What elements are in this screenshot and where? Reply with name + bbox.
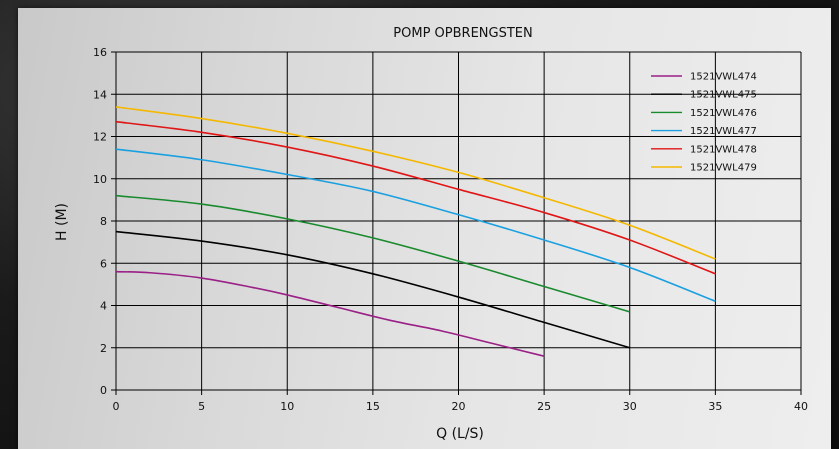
series-line-1521vwl479 [115,106,716,260]
series-line-1521vwl477 [115,148,716,303]
series-line-1521vwl478 [115,120,716,275]
legend-label: 1521VWL479 [690,163,757,174]
x-tick-label: 5 [198,400,205,413]
series-line-1521vwl475 [115,230,630,349]
chart-title: POMP OPBRENGSTEN [393,26,532,41]
y-tick-label: 2 [100,342,107,355]
x-tick-label: 35 [708,400,722,413]
x-tick-label: 20 [452,400,466,413]
x-tick-label: 10 [280,400,294,413]
legend-label: 1521VWL478 [690,144,757,155]
x-tick-label: 0 [113,400,120,413]
x-tick-label: 25 [537,400,551,413]
y-tick-label: 12 [93,131,107,144]
x-tick-label: 30 [623,400,637,413]
y-tick-label: 16 [93,46,107,59]
series-line-1521vwl474 [115,270,545,357]
y-tick-label: 8 [100,215,107,228]
series [115,106,716,357]
y-tick-label: 6 [100,257,107,270]
y-tick-label: 4 [100,300,107,313]
y-tick-label: 10 [93,173,107,186]
x-axis-title: Q (L/S) [436,426,484,442]
chart-panel [18,8,831,449]
x-tick-label: 40 [794,400,808,413]
legend: 1521VWL474 1521VWL475 1521VWL476 1521VWL477… [651,72,757,174]
legend-label: 1521VWL475 [690,90,757,101]
x-tick-label: 15 [366,400,380,413]
legend-label: 1521VWL474 [690,72,757,83]
y-tick-label: 14 [93,88,107,101]
series-line-1521vwl476 [115,194,630,313]
legend-label: 1521VWL477 [690,126,757,137]
grid [116,51,802,390]
legend-label: 1521VWL476 [690,108,757,119]
y-tick-label: 0 [100,384,107,397]
y-axis-title: H (M) [54,203,70,241]
axes: 0 5 10 15 20 25 30 35 40 0 2 4 6 8 10 12 14 16 [93,46,808,413]
